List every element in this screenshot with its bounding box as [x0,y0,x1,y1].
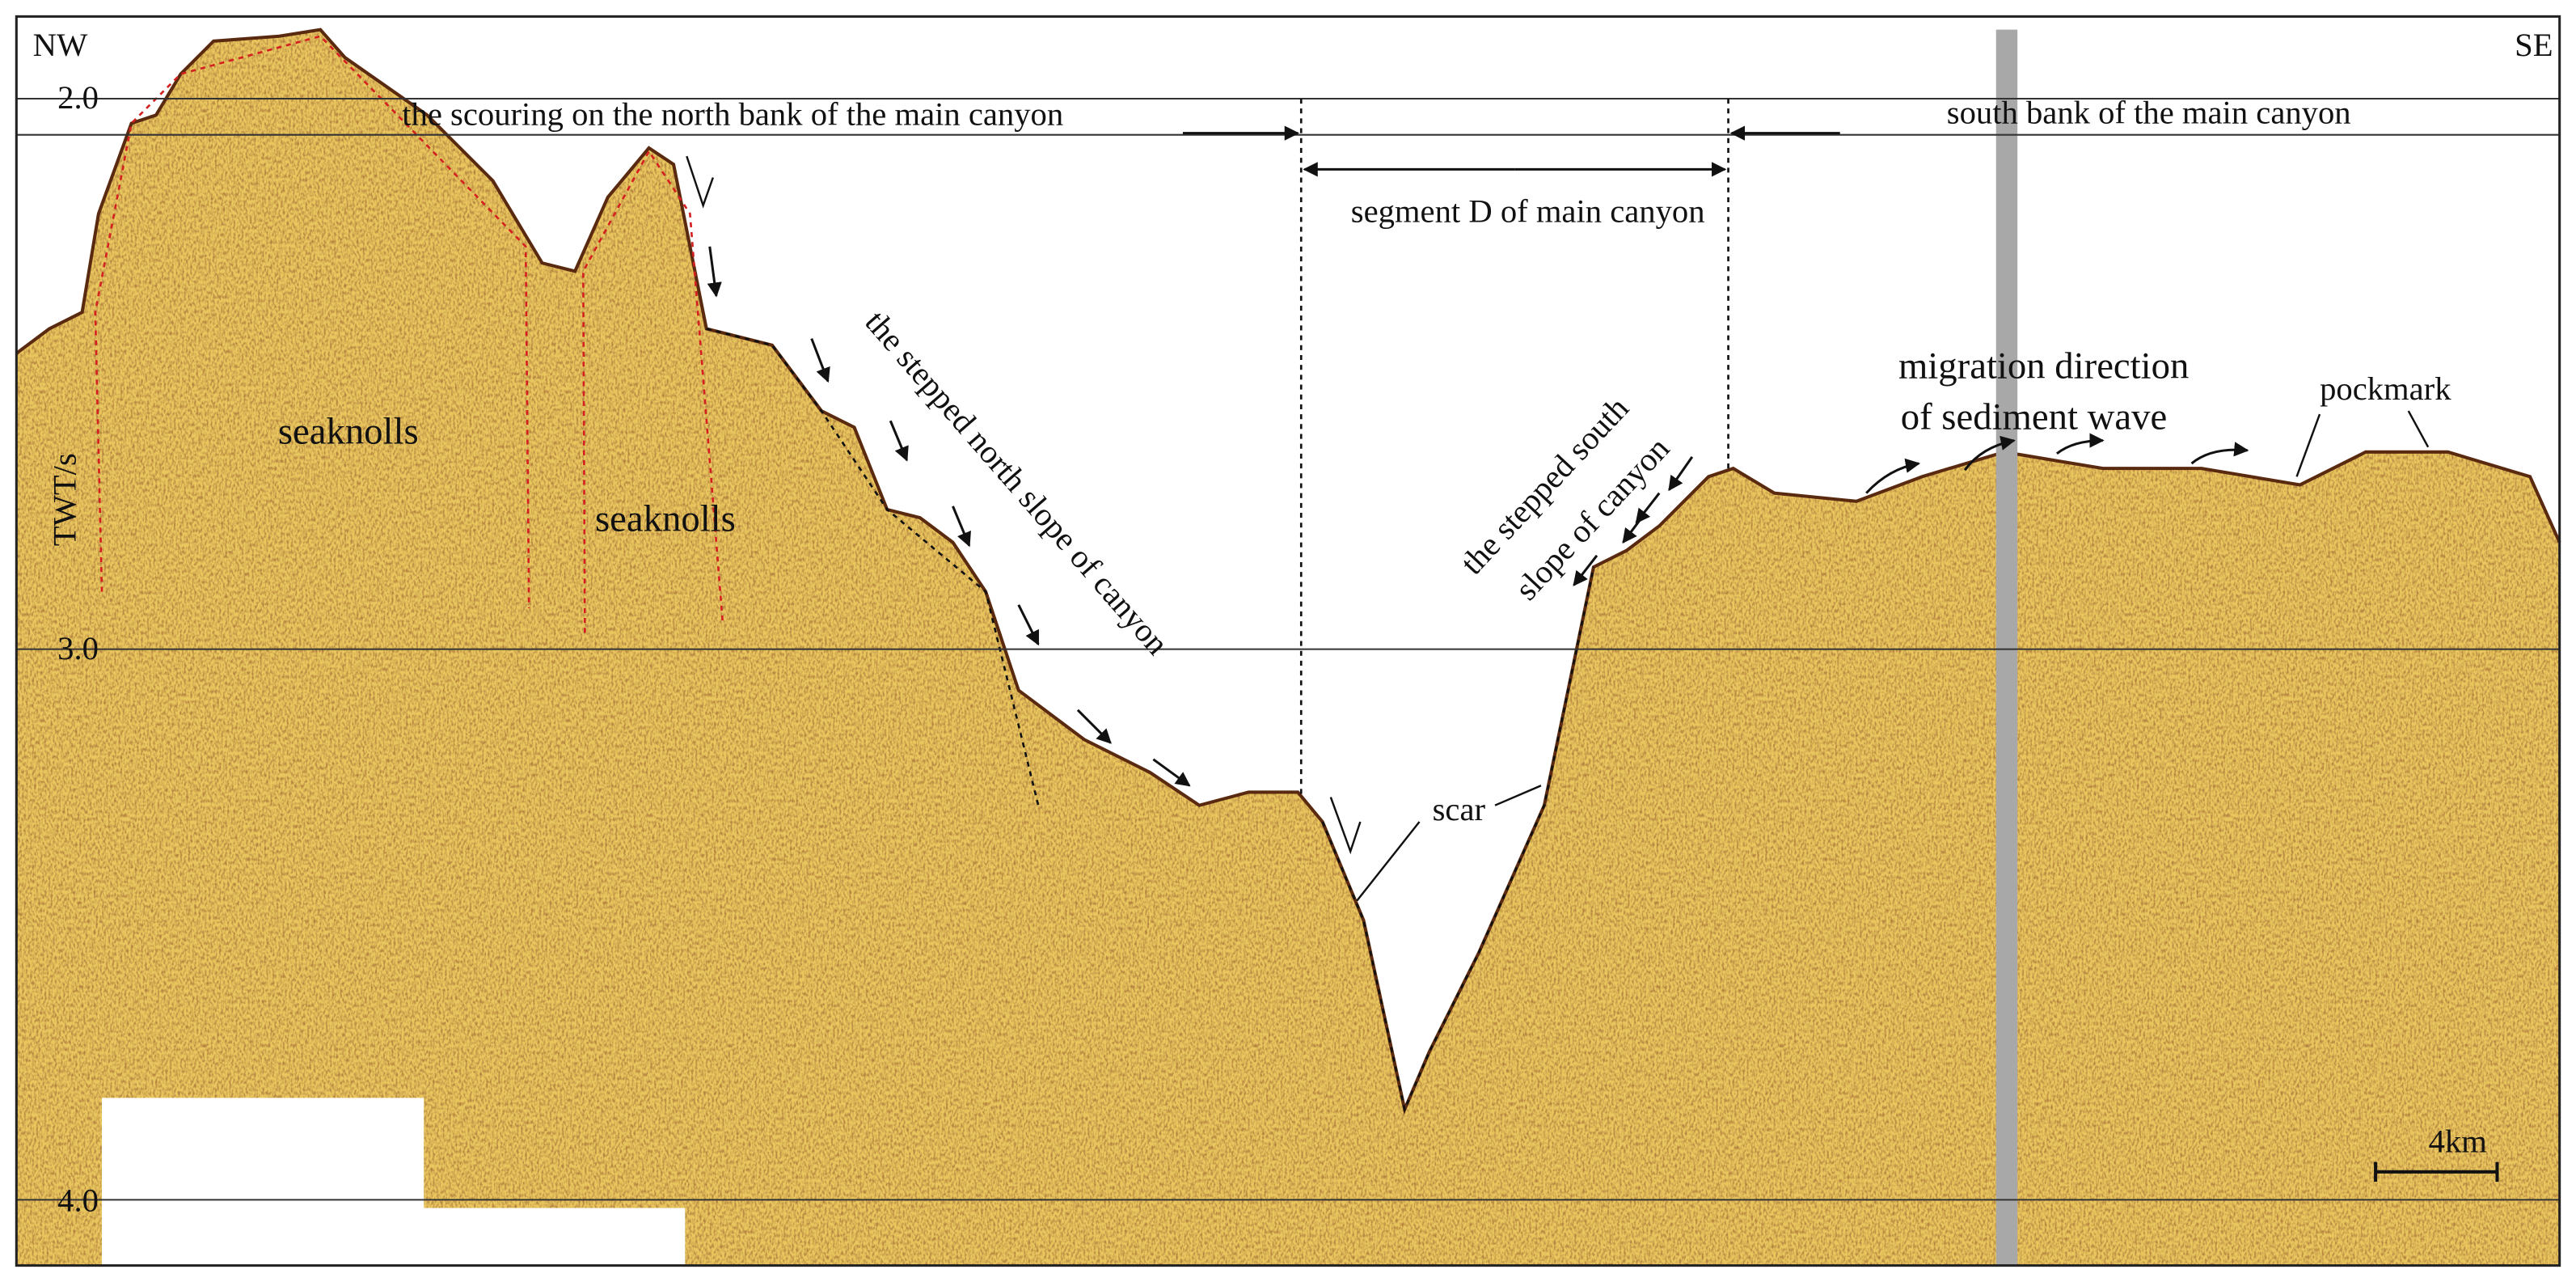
arrow [2190,442,2249,465]
leader-line [2407,410,2430,448]
y-tick-label: 2.0 [57,79,99,116]
time-lines [16,97,2560,1201]
y-axis-title: TWT/s [46,453,82,546]
leader-line [1494,785,1542,806]
y-tick-label: 4.0 [57,1183,99,1219]
annotation: the scouring on the north bank of the ma… [402,95,1063,132]
corner-label: NW [33,27,88,63]
slope-trace [1321,566,1595,1113]
annotation: migration direction [1898,345,2189,387]
leader-line [1356,821,1421,902]
leader-line [2295,413,2321,477]
mask-box [101,1208,686,1266]
scale-bar-label: 4km [2429,1123,2487,1159]
arrow [707,246,722,298]
arrow [1865,458,1921,494]
annotation: seaknolls [595,497,736,539]
seaknoll-outlines [94,35,724,633]
annotation: segment D of main canyon [1351,193,1705,229]
annotation: seaknolls [278,411,419,453]
frame [15,15,2561,1267]
corner-label: SE [2515,27,2553,63]
arrow [889,420,909,462]
arrow [2055,433,2105,455]
arrow [810,338,830,383]
arrow [1152,758,1191,787]
arrow [1017,604,1040,646]
seafloor [15,28,2561,1115]
slope-trace [706,328,1040,806]
annotation: scar [1433,791,1486,827]
arrows [707,125,2249,787]
leader-lines [686,155,2499,1182]
arrow [1668,456,1694,492]
arrow [1963,435,2016,472]
annotation: south bank of the main canyon [1947,94,2351,130]
segment-bounds [1299,98,1729,798]
seaknoll-outline [581,149,724,633]
annotation: pockmark [2320,370,2451,407]
fault-mark [1329,797,1362,855]
arrow [1622,515,1645,544]
well-bar [1995,29,2018,1266]
seaknoll-outline [94,35,530,608]
arrow [1076,709,1112,744]
fault-mark [686,155,714,209]
slope-traces [706,328,1595,1113]
arrow [952,506,971,548]
annotation: of sediment wave [1901,396,2168,438]
arrow [1573,554,1598,586]
y-tick-label: 3.0 [57,630,99,666]
